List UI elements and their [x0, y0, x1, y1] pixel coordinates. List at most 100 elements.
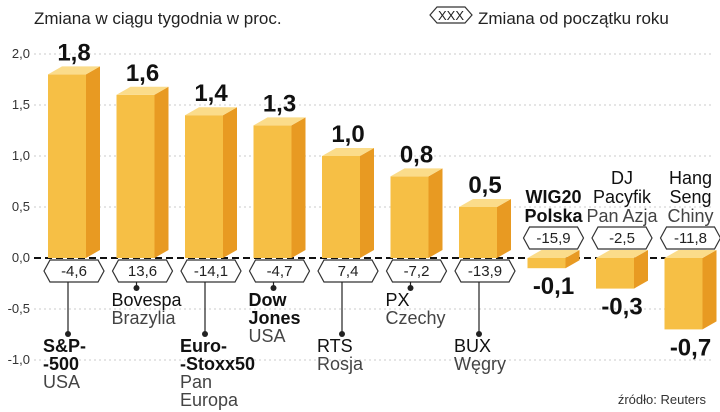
ytd-value: -13,9: [468, 263, 502, 280]
value-label: 1,3: [263, 90, 296, 117]
y-tick-label: -1,0: [8, 352, 30, 367]
bar: [527, 250, 580, 269]
leader-dot: [65, 331, 71, 337]
bar-side: [86, 66, 100, 259]
source-note: źródło: Reuters: [618, 392, 707, 407]
leader-dot: [476, 331, 482, 337]
bar-side: [634, 250, 648, 289]
ytd-badge: -4,7: [248, 259, 311, 283]
category-name: Polska: [524, 206, 583, 226]
category-region: USA: [43, 372, 80, 392]
value-label: 1,6: [126, 60, 159, 87]
bar: [596, 250, 648, 289]
legend: XXX Zmiana od początku roku: [429, 6, 669, 28]
bar-side: [360, 148, 374, 258]
category-region: Pan: [180, 372, 212, 392]
ytd-hexagon: [317, 259, 379, 283]
value-label: -0,3: [601, 294, 642, 321]
bar: [253, 117, 306, 259]
bar-top: [48, 66, 100, 75]
ytd-badge: -13,9: [454, 259, 516, 283]
bar-top: [185, 107, 237, 116]
ytd-value: -4,7: [267, 263, 293, 280]
value-label: -0,1: [533, 273, 574, 300]
bar-side: [154, 86, 169, 258]
bar-top: [322, 148, 374, 156]
bar-top: [596, 250, 648, 258]
bar-side: [497, 199, 511, 258]
bar-front: [253, 125, 292, 259]
ytd-value: 13,6: [128, 263, 157, 280]
category-name: RTS: [317, 336, 353, 356]
ytd-value: -7,2: [404, 263, 430, 280]
bar-top: [390, 168, 443, 177]
ytd-badge: -2,5: [591, 226, 653, 250]
bar: [390, 168, 443, 258]
legend-symbol: XXX: [438, 8, 464, 23]
bar-front: [596, 258, 634, 289]
category-region: Chiny: [667, 206, 713, 226]
legend-label: Zmiana od początku roku: [478, 9, 669, 28]
ytd-value: -2,5: [609, 230, 635, 247]
bar-side: [291, 117, 306, 259]
ytd-hexagon: [111, 259, 174, 283]
category-name: Pacyfik: [593, 187, 652, 207]
category-name: Seng: [669, 187, 711, 207]
category-region: USA: [249, 326, 286, 346]
bar-top: [116, 86, 169, 95]
ytd-value: -11,8: [674, 230, 707, 247]
bar: [322, 148, 374, 258]
bar-front: [390, 176, 429, 258]
category-name: Euro-: [180, 336, 227, 356]
ytd-hexagon: [248, 259, 311, 283]
ytd-hexagon: [591, 226, 653, 250]
bar: [185, 107, 237, 258]
ytd-value: 7,4: [338, 263, 359, 280]
category-name: -Stoxx50: [180, 354, 255, 374]
ytd-badge: -11,8: [659, 226, 720, 250]
ytd-value: -15,9: [536, 230, 570, 247]
category-region: Węgry: [454, 354, 506, 374]
category-region: Rosja: [317, 354, 364, 374]
category-name: Bovespa: [112, 290, 183, 310]
bar-front: [459, 207, 497, 258]
leader-dot: [339, 331, 345, 337]
ytd-badge: 13,6: [111, 259, 174, 283]
leader-dot: [270, 285, 277, 291]
bar: [664, 250, 717, 330]
bar-front: [116, 94, 155, 258]
ytd-hexagon: [522, 226, 585, 250]
bar-side: [223, 107, 237, 258]
category-name: BUX: [454, 336, 491, 356]
category-region: Pan Azja: [586, 206, 658, 226]
bar-top: [527, 250, 580, 258]
category-region: Brazylia: [112, 308, 177, 328]
y-tick-label: 0,5: [12, 199, 30, 214]
y-axis: 2,0 1,5 1,0 0,5 0,0 -0,5 -1,0: [8, 46, 30, 367]
y-tick-label: 2,0: [12, 46, 30, 61]
ytd-badge: 7,4: [317, 259, 379, 283]
bar-front: [322, 156, 360, 258]
chart-title: Zmiana w ciągu tygodnia w proc.: [34, 9, 282, 28]
category-name: S&P-: [43, 336, 86, 356]
bar-front: [527, 258, 566, 269]
ytd-badge: -15,9: [522, 226, 585, 250]
category-region: Europa: [180, 390, 239, 410]
ytd-badge: -7,2: [385, 259, 448, 283]
bar-top: [253, 117, 306, 126]
leader-dot: [202, 331, 208, 337]
value-label: 1,4: [194, 80, 228, 107]
value-label: 0,8: [400, 141, 433, 168]
category-labels: 1,8-4,6S&P--500USA1,613,6BovespaBrazylia…: [43, 39, 720, 410]
bar-top: [664, 250, 717, 258]
ytd-badge: -4,6: [43, 259, 105, 283]
bar: [48, 66, 100, 259]
bar: [116, 86, 169, 258]
category-name: WIG20: [525, 187, 581, 207]
category-name: Hang: [669, 168, 712, 188]
value-label: 1,8: [57, 39, 90, 66]
category-region: Czechy: [386, 308, 446, 328]
y-tick-label: -0,5: [8, 301, 30, 316]
bar-front: [664, 258, 703, 330]
